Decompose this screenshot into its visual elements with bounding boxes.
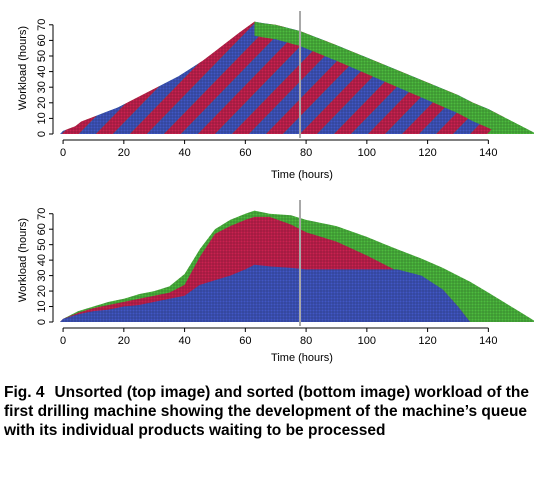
x-tick-label: 20	[118, 335, 130, 347]
x-axis-label: Time (hours)	[271, 169, 333, 181]
figure-caption: Fig. 4 Unsorted (top image) and sorted (b…	[4, 383, 552, 440]
x-tick-label: 40	[178, 335, 190, 347]
plot-area	[60, 210, 534, 322]
x-tick-label: 60	[239, 335, 251, 347]
y-tick-label: 30	[36, 81, 48, 93]
axes: 0 20 40 60 80 100 120 140 0 10 20 30 40 50 60 70	[36, 200, 498, 347]
x-tick-label: 40	[178, 147, 190, 159]
x-tick-label: 0	[60, 335, 66, 347]
y-tick-label: 70	[36, 19, 48, 31]
x-tick-label: 140	[479, 147, 497, 159]
x-tick-label: 120	[418, 335, 436, 347]
x-tick-label: 80	[300, 147, 312, 159]
x-tick-label: 120	[418, 147, 436, 159]
y-tick-label: 20	[36, 97, 48, 109]
x-tick-label: 60	[239, 147, 251, 159]
y-tick-label: 30	[36, 269, 48, 281]
cell-grid-texture	[60, 210, 534, 322]
y-tick-label: 50	[36, 239, 48, 251]
y-tick-label: 20	[36, 285, 48, 297]
y-tick-label: 10	[36, 112, 48, 124]
y-tick-label: 70	[36, 208, 48, 220]
axes: 0 20 40 60 80 100 120 140 0 10 20 30 40 50 60 70	[36, 11, 498, 159]
x-tick-label: 0	[60, 147, 66, 159]
y-tick-label: 40	[36, 65, 48, 77]
x-tick-label: 100	[358, 335, 376, 347]
y-tick-label: 10	[36, 300, 48, 312]
y-tick-label: 50	[36, 50, 48, 62]
y-tick-label: 60	[36, 223, 48, 235]
chart-sorted-workload: 0 20 40 60 80 100 120 140 0 10 20 30 40 50 60 70 Time (…	[17, 200, 534, 364]
y-tick-label: 0	[36, 319, 48, 325]
x-tick-label: 20	[118, 147, 130, 159]
y-axis-label: Workload (hours)	[17, 218, 29, 302]
cell-grid-texture	[60, 21, 534, 134]
caption-text: Unsorted (top image) and sorted (bottom …	[4, 384, 529, 439]
y-tick-label: 0	[36, 131, 48, 137]
x-tick-label: 140	[479, 335, 497, 347]
x-axis-label: Time (hours)	[271, 352, 333, 364]
chart-unsorted-workload: 0 20 40 60 80 100 120 140 0 10 20 30 40 50 60 70 Time (…	[17, 11, 534, 181]
x-tick-label: 80	[300, 335, 312, 347]
y-tick-label: 40	[36, 254, 48, 266]
y-axis-label: Workload (hours)	[17, 26, 29, 110]
figure-number: Fig. 4	[4, 384, 45, 401]
x-tick-label: 100	[358, 147, 376, 159]
y-tick-label: 60	[36, 34, 48, 46]
